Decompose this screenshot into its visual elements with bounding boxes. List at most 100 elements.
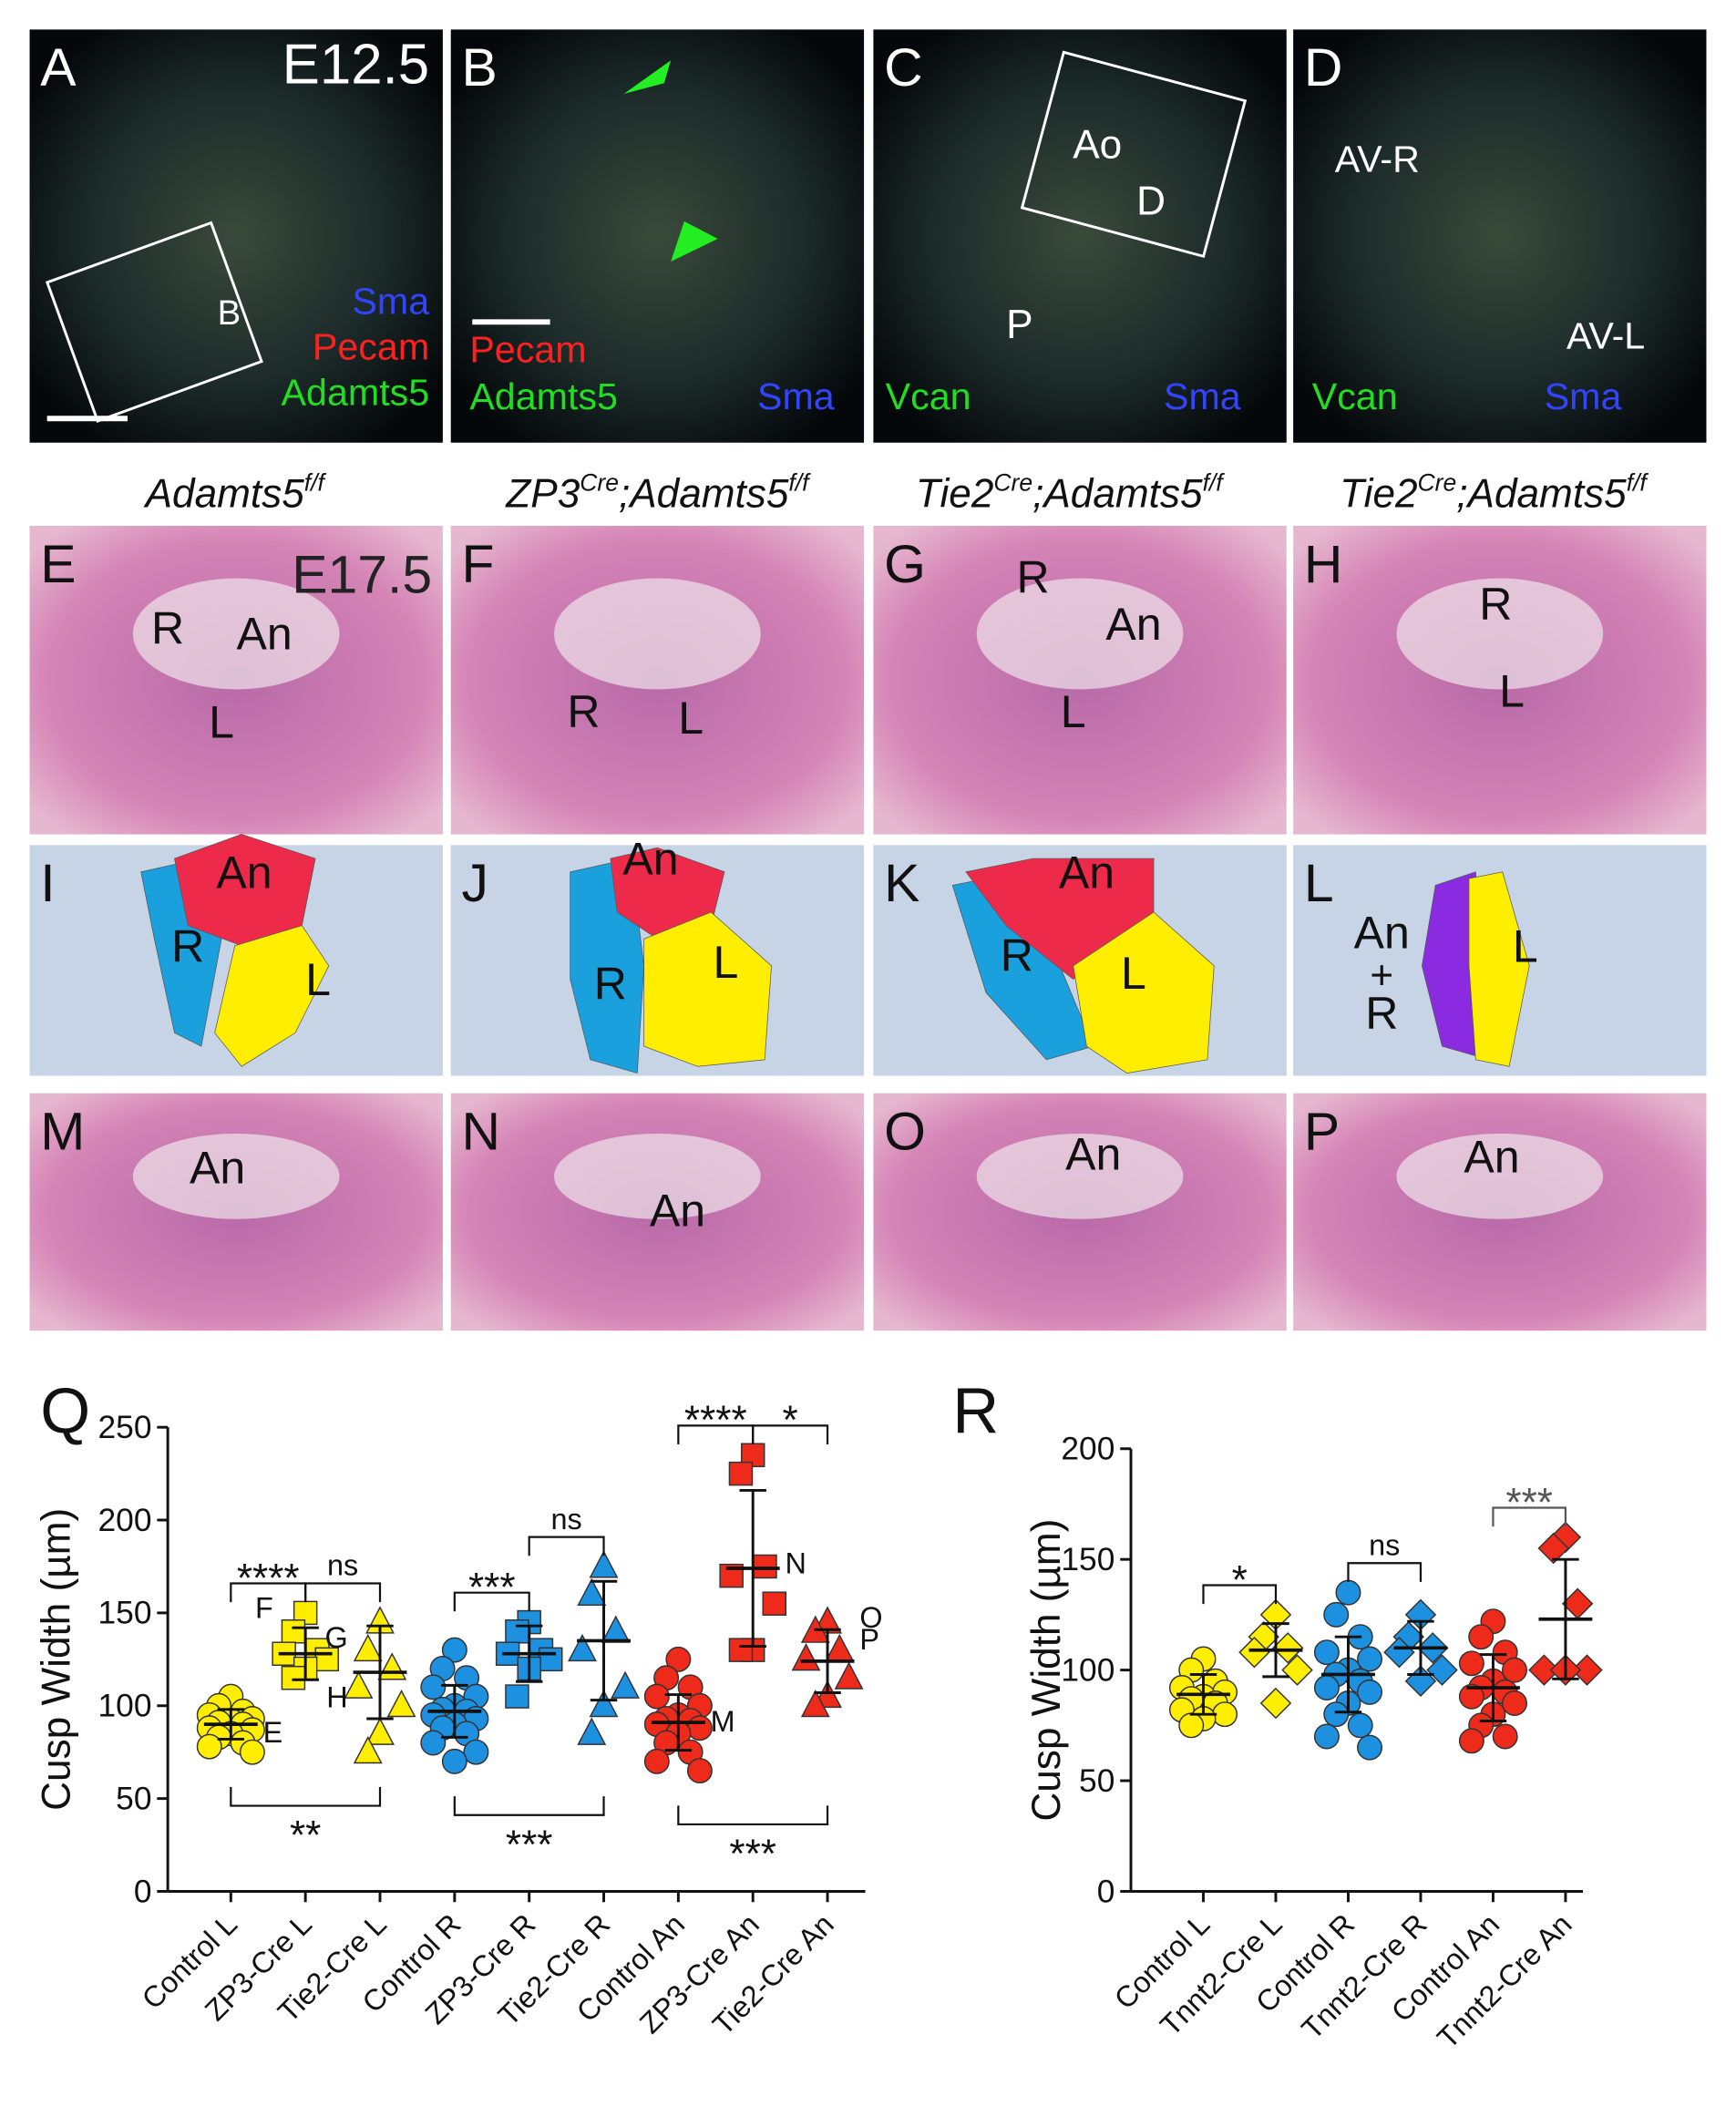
data-point [538,1647,563,1672]
data-point [728,1461,754,1486]
lumen [1396,578,1604,690]
significance-label: *** [1505,1480,1553,1525]
panel-letter: P [1304,1102,1340,1161]
panel-label: An [650,1185,705,1236]
panel-letter: F [461,535,494,594]
panel-label: L [714,937,739,988]
data-point [577,1577,607,1607]
data-point [281,1665,306,1690]
data-point [762,1591,787,1616]
panel-letter: H [1304,535,1343,594]
panel-label: An [1464,1132,1519,1183]
data-point [791,1643,821,1671]
significance-label: *** [729,1832,776,1876]
panel-label: Sma [757,375,835,417]
data-point [686,1715,713,1741]
panel-label: R [567,686,600,737]
panel-label: AV-L [1567,315,1645,357]
panel-label: Adamts5 [282,372,430,414]
y-tick-label: 0 [1097,1874,1115,1909]
data-point [577,1717,607,1745]
inset-box [1020,50,1248,259]
data-point [386,1689,416,1718]
heading-text: ;Adamts5 [1456,471,1627,516]
significance-label: * [1232,1557,1248,1602]
panel-label: L [678,693,704,744]
data-point [1571,1654,1603,1686]
panel-label: L [305,954,331,1005]
panel-letter: Q [40,1374,90,1446]
point-label: G [324,1621,347,1654]
y-tick-label: 100 [98,1689,152,1724]
panel-label: R [1016,552,1049,603]
data-point [753,1554,777,1579]
lumen [976,578,1184,690]
data-point [643,1683,670,1710]
panel-label: Pecam [313,325,429,367]
panel-label: Sma [352,280,429,322]
cusp-model [643,911,772,1067]
point-label: P [859,1623,879,1656]
heading-text: Adamts5 [143,471,305,516]
data-point [1323,1701,1350,1728]
y-tick-label: 200 [98,1503,152,1538]
data-point [281,1619,306,1644]
data-point [834,1661,864,1690]
panel-letter: O [884,1102,926,1161]
panel-label: E17.5 [292,546,432,605]
heading-text: Tie2 [916,471,993,516]
significance-label: * [783,1398,798,1443]
panel-label: Vcan [886,375,971,417]
panel-label: AV-R [1335,138,1420,180]
panel-label: Sma [1545,375,1622,417]
panel-label: R [151,603,184,654]
data-point [568,1633,597,1662]
micrograph [450,29,865,443]
heading-superscript: f/f [304,469,327,497]
data-point [441,1748,467,1774]
panel-letter: I [40,854,55,913]
data-point [365,1717,395,1745]
data-point [1178,1712,1205,1739]
lumen [554,1133,761,1219]
point-label: F [255,1592,273,1625]
data-point [589,1689,619,1718]
panel-label: Vcan [1312,375,1398,417]
lumen [554,578,761,690]
data-point [1458,1683,1484,1710]
significance-label: ns [327,1549,358,1582]
panel-letter: E [40,535,76,594]
data-point [505,1619,529,1644]
panel-letter: D [1304,38,1343,98]
panel-label: L [1061,686,1086,737]
y-tick-label: 150 [98,1596,152,1631]
panel-label: An [1065,1129,1121,1180]
data-point [377,1652,407,1680]
lumen [132,578,340,690]
data-point [1528,1654,1560,1686]
data-point [463,1739,489,1765]
significance-bracket [453,1796,605,1816]
data-point [589,1550,619,1578]
data-point [1561,1587,1594,1619]
significance-label: *** [468,1566,516,1610]
panel-label: L [209,697,234,748]
y-tick-label: 0 [134,1874,152,1909]
panel-label: R [171,920,204,971]
panel-label: R [1001,930,1033,981]
point-label: O [859,1601,882,1634]
significance-bracket [1347,1562,1423,1582]
data-point [1537,1532,1569,1565]
heading-text: ZP3 [505,471,580,516]
panel-label: E12.5 [282,33,430,96]
heading-text: Tie2 [1340,471,1417,516]
heading-superscript: Cre [580,469,619,497]
data-point [441,1637,467,1663]
panel-label: An [622,834,678,885]
data-point [1458,1728,1484,1754]
y-axis-label: Cusp Width (µm) [1024,1519,1069,1822]
data-point [1271,1632,1304,1664]
point-label: H [326,1680,347,1713]
data-point [353,1633,383,1662]
